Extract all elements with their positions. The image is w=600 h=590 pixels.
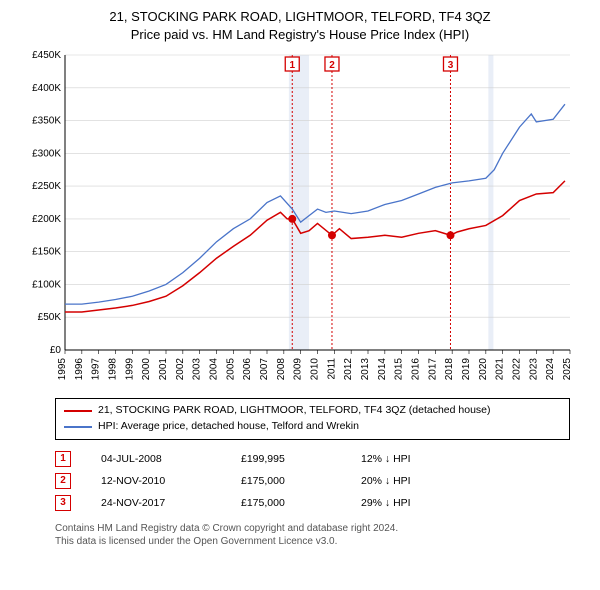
chart-area: £0 £50K £100K £150K £200K £250K £300K £350K £400… [20,50,580,390]
svg-text:2025: 2025 [562,358,573,381]
svg-text:2020: 2020 [478,358,489,381]
sale-marker-box: 3 [55,495,71,511]
sale-price: £175,000 [241,475,331,487]
svg-text:2004: 2004 [209,358,220,381]
sale-marker-box: 1 [55,451,71,467]
svg-text:£50K: £50K [38,313,62,324]
sale-date: 12-NOV-2010 [101,475,211,487]
legend-row: HPI: Average price, detached house, Telf… [64,419,561,435]
svg-text:1999: 1999 [124,358,135,381]
title-line-1: 21, STOCKING PARK ROAD, LIGHTMOOR, TELFO… [10,8,590,26]
chart-title-block: 21, STOCKING PARK ROAD, LIGHTMOOR, TELFO… [10,8,590,44]
title-line-2: Price paid vs. HM Land Registry's House … [10,26,590,44]
svg-text:2024: 2024 [545,358,556,381]
svg-text:£350K: £350K [32,116,61,127]
svg-text:2007: 2007 [259,358,270,381]
svg-text:1997: 1997 [91,358,102,381]
legend-swatch [64,410,92,412]
sale-date: 04-JUL-2008 [101,453,211,465]
svg-text:2008: 2008 [276,358,287,381]
svg-text:£250K: £250K [32,181,61,192]
svg-text:2018: 2018 [444,358,455,381]
sale-marker-box: 2 [55,473,71,489]
svg-text:£0: £0 [50,345,62,356]
svg-text:2009: 2009 [293,358,304,381]
svg-text:2021: 2021 [495,358,506,381]
sale-date: 24-NOV-2017 [101,497,211,509]
sale-price: £199,995 [241,453,331,465]
sale-row: 2 12-NOV-2010 £175,000 20% ↓ HPI [55,470,570,492]
svg-text:1998: 1998 [108,358,119,381]
legend-row: 21, STOCKING PARK ROAD, LIGHTMOOR, TELFO… [64,403,561,419]
legend-swatch [64,426,92,428]
svg-text:£400K: £400K [32,83,61,94]
svg-text:£450K: £450K [32,50,61,61]
svg-text:2015: 2015 [394,358,405,381]
svg-text:2012: 2012 [343,358,354,381]
svg-text:£100K: £100K [32,280,61,291]
legend-label: 21, STOCKING PARK ROAD, LIGHTMOOR, TELFO… [98,403,491,419]
svg-text:2017: 2017 [427,358,438,381]
sale-row: 3 24-NOV-2017 £175,000 29% ↓ HPI [55,492,570,514]
svg-text:2010: 2010 [310,358,321,381]
svg-text:2006: 2006 [242,358,253,381]
sale-price: £175,000 [241,497,331,509]
legend-box: 21, STOCKING PARK ROAD, LIGHTMOOR, TELFO… [55,398,570,440]
chart-svg: £0 £50K £100K £150K £200K £250K £300K £350K £400… [20,50,580,390]
svg-text:2014: 2014 [377,358,388,381]
svg-text:1996: 1996 [74,358,85,381]
svg-text:2011: 2011 [326,358,337,380]
sales-table: 1 04-JUL-2008 £199,995 12% ↓ HPI 2 12-NOV-201… [55,448,570,514]
svg-text:3: 3 [448,60,454,71]
svg-text:£150K: £150K [32,247,61,258]
footnote-line-1: Contains HM Land Registry data © Crown c… [55,522,570,535]
svg-text:2019: 2019 [461,358,472,381]
footnote-line-2: This data is licensed under the Open Gov… [55,535,570,548]
svg-text:2000: 2000 [141,358,152,381]
svg-text:2001: 2001 [158,358,169,381]
svg-text:2002: 2002 [175,358,186,381]
sale-diff: 29% ↓ HPI [361,497,461,509]
legend-label: HPI: Average price, detached house, Telf… [98,419,359,435]
svg-text:£200K: £200K [32,214,61,225]
svg-text:2023: 2023 [528,358,539,381]
svg-text:1995: 1995 [57,358,68,381]
svg-text:2013: 2013 [360,358,371,381]
svg-text:2022: 2022 [512,358,523,381]
sale-diff: 20% ↓ HPI [361,475,461,487]
svg-text:£300K: £300K [32,149,61,160]
sale-row: 1 04-JUL-2008 £199,995 12% ↓ HPI [55,448,570,470]
svg-text:2016: 2016 [411,358,422,381]
sale-diff: 12% ↓ HPI [361,453,461,465]
svg-text:1: 1 [289,60,295,71]
svg-text:2003: 2003 [192,358,203,381]
svg-text:2005: 2005 [225,358,236,381]
svg-text:2: 2 [329,60,335,71]
footnote: Contains HM Land Registry data © Crown c… [55,522,570,548]
